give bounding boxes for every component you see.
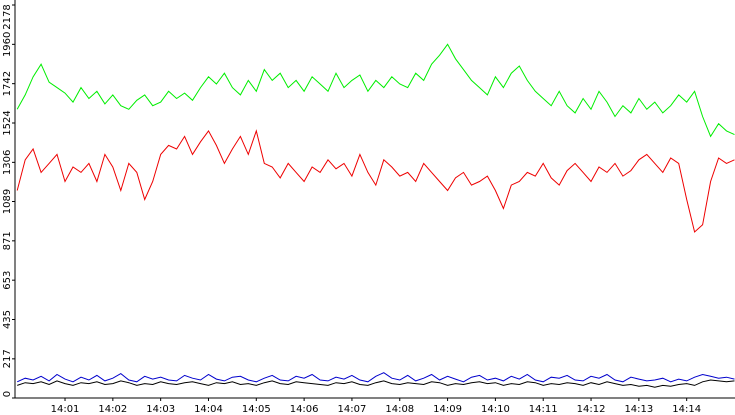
x-tick-label: 14:13 [624,404,653,415]
series-line [16,129,735,233]
x-tick-label: 14:09 [433,404,462,415]
x-tick-label: 14:14 [672,404,701,415]
series-line [16,372,735,383]
y-tick-label: 1524 [2,110,13,135]
y-tick-label: 1742 [2,71,13,96]
x-tick-label: 14:01 [51,404,80,415]
x-tick-label: 14:04 [194,404,223,415]
x-tick-label: 14:03 [146,404,175,415]
x-tick-label: 14:08 [385,404,414,415]
series-line [16,43,735,138]
y-tick-label: 1960 [2,32,13,57]
x-tick-label: 14:12 [577,404,606,415]
y-tick-label: 871 [2,231,13,250]
y-tick-label: 0 [2,391,13,397]
x-tick-label: 14:06 [290,404,319,415]
y-tick-label: 653 [2,271,13,290]
y-tick-label: 2178 [2,4,13,29]
y-tick-label: 217 [2,349,13,368]
x-tick-label: 14:11 [529,404,558,415]
y-tick-label: 1089 [2,189,13,214]
y-tick-label: 1306 [2,150,13,175]
y-tick-label: 435 [2,310,13,329]
series-line [17,379,735,388]
x-tick-label: 14:10 [481,404,510,415]
x-tick-label: 14:05 [242,404,271,415]
x-tick-label: 14:07 [338,404,367,415]
x-tick-label: 14:02 [98,404,127,415]
